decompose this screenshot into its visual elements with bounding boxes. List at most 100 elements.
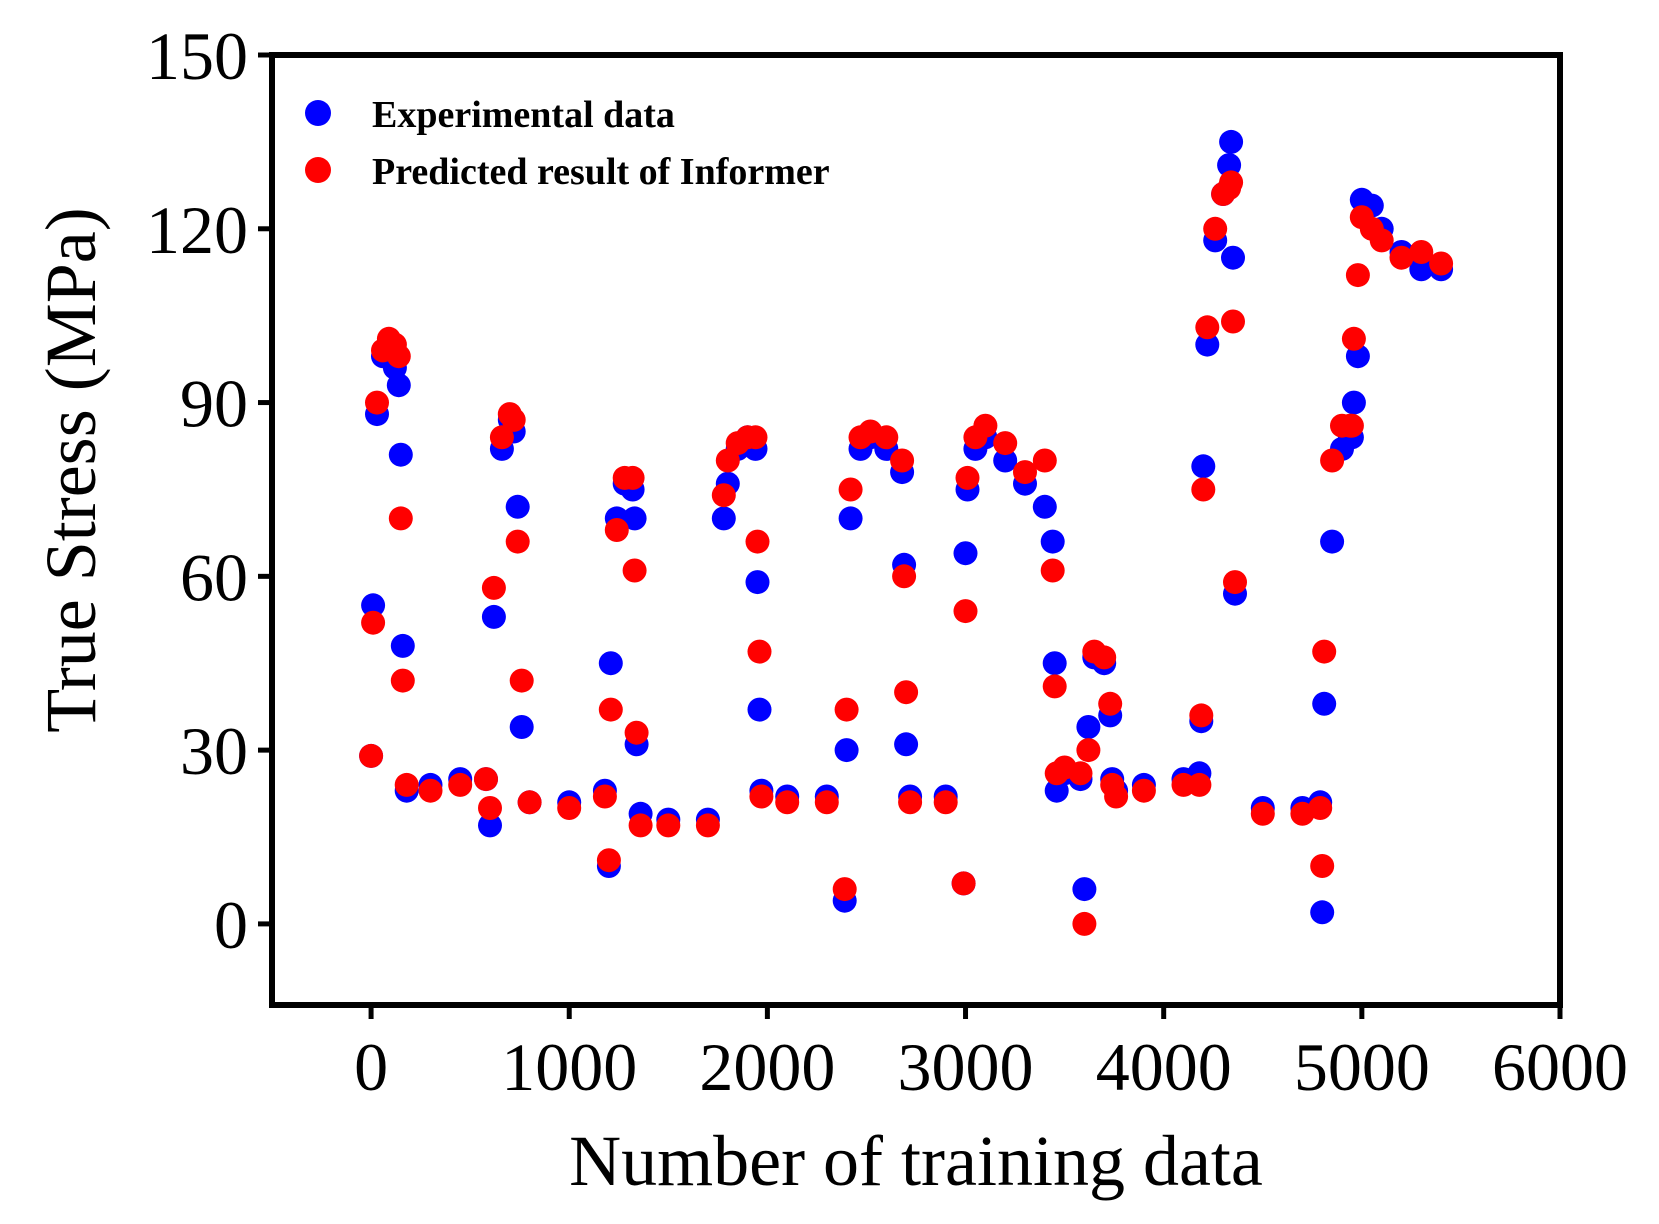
predicted-point xyxy=(394,772,419,797)
predicted-point xyxy=(365,390,389,415)
x-tick-label: 4000 xyxy=(1096,1029,1232,1105)
experimental-point xyxy=(1195,332,1220,357)
experimental-point xyxy=(390,633,415,658)
predicted-point xyxy=(501,407,526,432)
y-tick-label: 0 xyxy=(214,887,248,963)
legend-label-predicted: Predicted result of Informer xyxy=(372,151,830,193)
legend: Experimental data Predicted result of In… xyxy=(305,94,830,193)
predicted-point xyxy=(509,668,534,693)
predicted-point xyxy=(1195,315,1220,340)
predicted-point xyxy=(1312,639,1337,664)
y-tick-label: 90 xyxy=(180,366,248,442)
predicted-point xyxy=(1187,772,1212,797)
legend-marker-predicted xyxy=(305,157,331,183)
predicted-point xyxy=(1308,796,1333,820)
experimental-point xyxy=(1409,257,1434,282)
predicted-point xyxy=(838,477,863,502)
predicted-point xyxy=(894,680,919,705)
experimental-point xyxy=(1310,900,1335,925)
predicted-point xyxy=(1429,251,1454,276)
predicted-point xyxy=(953,599,978,624)
predicted-point xyxy=(489,425,514,450)
predicted-point xyxy=(1203,216,1228,241)
predicted-point xyxy=(892,564,917,589)
predicted-point xyxy=(361,610,386,635)
experimental-point xyxy=(598,651,623,676)
predicted-point xyxy=(592,784,617,809)
experimental-point xyxy=(481,604,506,629)
experimental-point xyxy=(388,442,413,467)
experimental-point xyxy=(711,506,736,531)
predicted-point xyxy=(388,506,413,531)
predicted-point xyxy=(505,529,530,554)
predicted-point xyxy=(993,431,1018,456)
predicted-point xyxy=(1032,448,1057,473)
predicted-point xyxy=(933,790,958,815)
predicted-point xyxy=(1189,703,1214,728)
predicted-point xyxy=(711,483,736,508)
experimental-point xyxy=(993,448,1018,473)
experimental-point xyxy=(509,715,534,739)
y-tick-label: 30 xyxy=(180,713,248,789)
predicted-point xyxy=(1131,778,1156,803)
predicted-point xyxy=(1219,170,1244,195)
plot-frame xyxy=(269,52,1563,1008)
predicted-point xyxy=(715,448,740,473)
predicted-point xyxy=(955,465,980,490)
y-axis-title: True Stress (MPa) xyxy=(31,207,111,732)
predicted-point xyxy=(628,813,653,838)
predicted-point xyxy=(1339,413,1364,438)
predicted-point xyxy=(1040,558,1065,583)
predicted-point xyxy=(834,697,859,722)
predicted-point xyxy=(448,772,473,797)
y-tick-label: 60 xyxy=(180,539,248,615)
experimental-point xyxy=(745,570,770,595)
predicted-point xyxy=(749,784,774,809)
predicted-point xyxy=(890,448,915,473)
predicted-point xyxy=(478,796,502,820)
predicted-point xyxy=(418,778,443,803)
experimental-point xyxy=(1221,245,1245,270)
x-tick-label: 3000 xyxy=(898,1029,1034,1105)
experimental-point xyxy=(622,506,647,531)
predicted-point xyxy=(1013,460,1037,485)
experimental-point xyxy=(838,506,863,531)
experimental-point xyxy=(1219,129,1244,154)
predicted-point xyxy=(604,518,629,542)
experimental-point xyxy=(894,732,919,757)
predicted-point xyxy=(386,344,411,369)
x-tick-label: 6000 xyxy=(1492,1029,1628,1105)
y-tick-label: 120 xyxy=(146,192,248,268)
experimental-point xyxy=(1341,390,1366,415)
predicted-point xyxy=(517,790,542,815)
x-tick-label: 1000 xyxy=(501,1029,637,1105)
predicted-point xyxy=(656,813,681,838)
predicted-point xyxy=(1072,911,1097,936)
experimental-point xyxy=(478,813,502,838)
predicted-point xyxy=(598,697,623,722)
legend-label-experimental: Experimental data xyxy=(372,94,675,136)
predicted-point xyxy=(973,413,998,438)
predicted-point xyxy=(951,871,976,896)
predicted-point xyxy=(1389,245,1414,270)
experimental-point xyxy=(1320,529,1345,554)
predicted-point xyxy=(390,668,415,693)
predicted-point xyxy=(1320,448,1345,473)
predicted-point xyxy=(359,743,384,768)
experimental-point xyxy=(1040,529,1065,554)
predicted-point xyxy=(481,575,506,600)
predicted-point xyxy=(1310,854,1335,878)
x-tick-label: 5000 xyxy=(1294,1029,1430,1105)
predicted-point xyxy=(1250,801,1275,826)
predicted-point xyxy=(814,790,839,815)
predicted-point xyxy=(557,796,582,820)
predicted-point xyxy=(832,877,857,902)
x-tick-label: 2000 xyxy=(699,1029,835,1105)
predicted-point xyxy=(1345,263,1370,288)
predicted-point xyxy=(1369,228,1394,253)
predicted-point xyxy=(596,848,621,873)
predicted-point xyxy=(1104,784,1129,809)
predicted-point xyxy=(743,425,768,450)
legend-marker-experimental xyxy=(305,100,331,126)
